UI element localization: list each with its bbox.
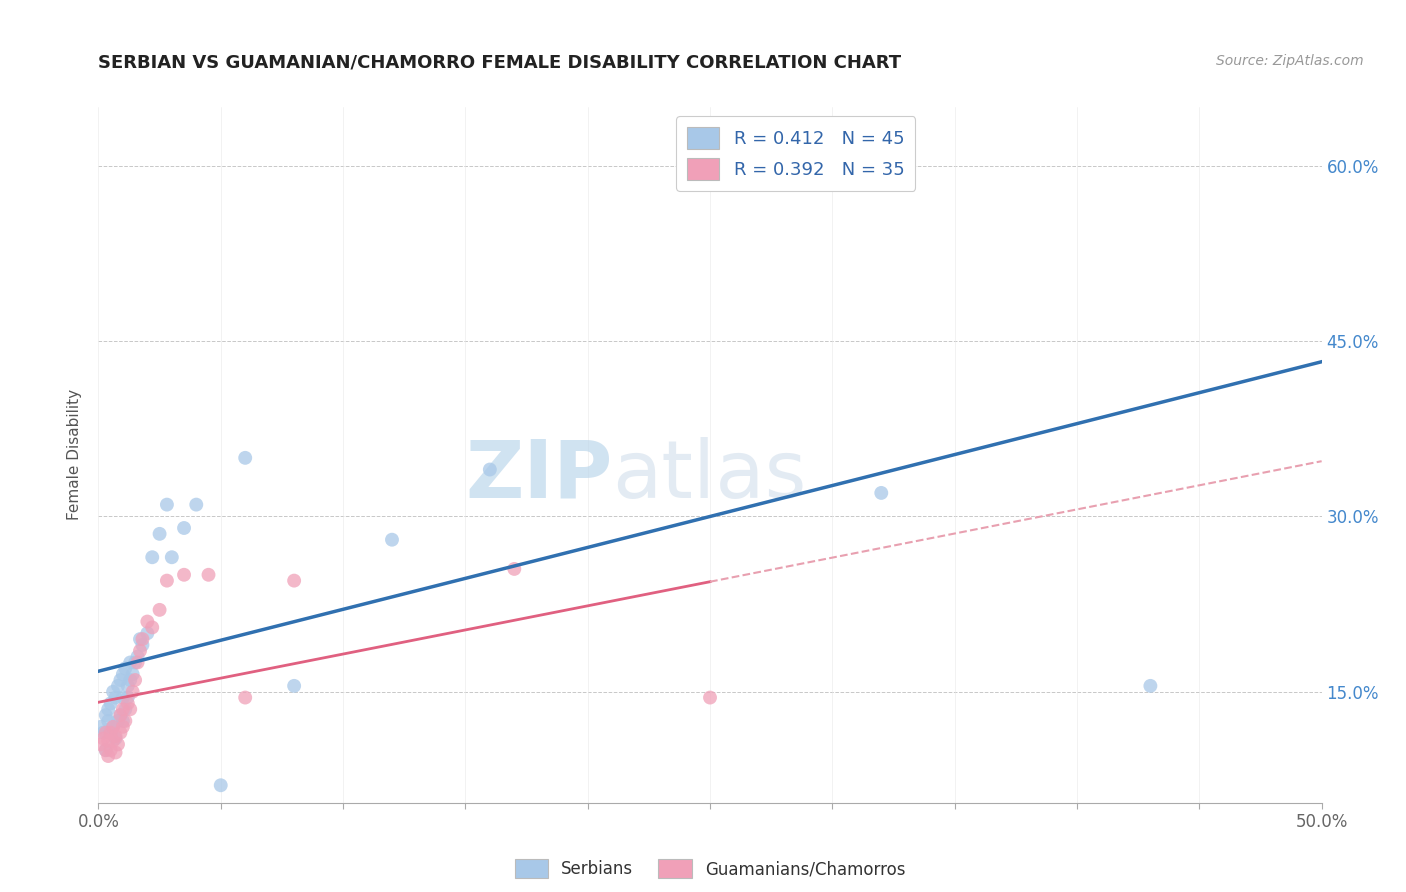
Point	[104, 729, 127, 743]
Point	[90, 737, 112, 751]
Point	[120, 702, 142, 716]
Point	[381, 533, 404, 547]
Point	[149, 526, 172, 541]
Point	[120, 673, 142, 687]
Point	[156, 574, 179, 588]
Point	[101, 720, 124, 734]
Point	[117, 697, 139, 711]
Point	[121, 684, 143, 698]
Point	[114, 714, 136, 728]
Point	[283, 574, 305, 588]
Point	[111, 690, 134, 705]
Point	[114, 702, 136, 716]
Point	[111, 720, 134, 734]
Point	[129, 644, 152, 658]
Point	[100, 725, 122, 739]
Point	[131, 632, 153, 646]
Point	[107, 737, 129, 751]
Point	[127, 656, 149, 670]
Point	[149, 603, 172, 617]
Point	[97, 734, 120, 748]
Point	[121, 667, 143, 681]
Point	[107, 714, 129, 728]
Point	[160, 550, 183, 565]
Point	[91, 725, 114, 739]
Point	[97, 702, 120, 716]
Point	[173, 521, 195, 535]
Point	[124, 656, 146, 670]
Point	[110, 673, 132, 687]
Text: Source: ZipAtlas.com: Source: ZipAtlas.com	[1216, 54, 1364, 68]
Point	[91, 731, 114, 746]
Point	[136, 626, 159, 640]
Legend: Serbians, Guamanians/Chamorros: Serbians, Guamanians/Chamorros	[508, 853, 912, 885]
Point	[97, 749, 120, 764]
Point	[120, 656, 142, 670]
Point	[156, 498, 179, 512]
Point	[104, 731, 127, 746]
Point	[101, 684, 124, 698]
Point	[100, 743, 122, 757]
Point	[124, 673, 146, 687]
Point	[97, 714, 120, 728]
Point	[127, 649, 149, 664]
Point	[111, 667, 134, 681]
Point	[209, 778, 232, 792]
Point	[117, 690, 139, 705]
Y-axis label: Female Disability: Female Disability	[67, 389, 83, 521]
Point	[111, 714, 134, 728]
Point	[131, 638, 153, 652]
Point	[233, 690, 256, 705]
Text: SERBIAN VS GUAMANIAN/CHAMORRO FEMALE DISABILITY CORRELATION CHART: SERBIAN VS GUAMANIAN/CHAMORRO FEMALE DIS…	[98, 54, 901, 71]
Point	[283, 679, 305, 693]
Point	[129, 632, 152, 646]
Point	[101, 734, 124, 748]
Point	[114, 661, 136, 675]
Point	[503, 562, 526, 576]
Point	[107, 679, 129, 693]
Point	[870, 486, 893, 500]
Point	[94, 708, 117, 723]
Point	[94, 743, 117, 757]
Point	[233, 450, 256, 465]
Point	[100, 725, 122, 739]
Point	[186, 498, 208, 512]
Point	[136, 615, 159, 629]
Point	[141, 620, 163, 634]
Point	[110, 725, 132, 739]
Point	[675, 146, 697, 161]
Point	[699, 690, 721, 705]
Point	[173, 567, 195, 582]
Point	[111, 702, 134, 716]
Point	[110, 708, 132, 723]
Point	[141, 550, 163, 565]
Point	[104, 746, 127, 760]
Point	[1139, 679, 1161, 693]
Point	[94, 725, 117, 739]
Point	[117, 679, 139, 693]
Point	[110, 708, 132, 723]
Point	[478, 462, 501, 476]
Point	[100, 697, 122, 711]
Point	[101, 720, 124, 734]
Point	[90, 720, 112, 734]
Text: atlas: atlas	[612, 437, 807, 515]
Point	[197, 567, 219, 582]
Text: ZIP: ZIP	[465, 437, 612, 515]
Point	[104, 690, 127, 705]
Point	[94, 743, 117, 757]
